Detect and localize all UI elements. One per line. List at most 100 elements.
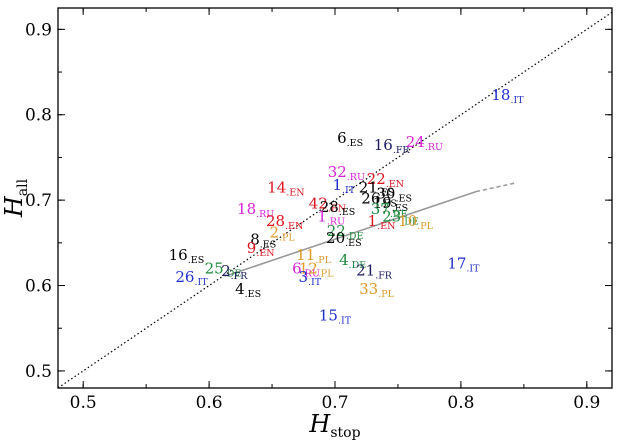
data-point-number: 6: [337, 129, 347, 147]
data-point-label: 26.ES: [361, 190, 397, 210]
data-point-language: .EN: [285, 221, 303, 232]
data-point-label: 14.EN: [267, 178, 304, 198]
data-point-language: .ES: [188, 255, 204, 266]
data-point-number: 16: [374, 136, 393, 154]
data-point-number: 18: [491, 86, 510, 104]
data-point-label: 10.PL: [398, 212, 434, 232]
data-point-language: .IT: [194, 277, 208, 288]
data-point-number: 16: [169, 246, 188, 264]
fit-line-extension: [475, 182, 516, 193]
data-point-number: 37: [371, 200, 390, 218]
data-point-label: 4.DE: [339, 251, 366, 271]
data-point-language: .RU: [327, 216, 345, 227]
data-point-language: .IT: [308, 277, 322, 288]
data-point-language: .FR: [393, 145, 411, 156]
y-tick-label: 0.9: [25, 20, 52, 40]
data-point-language: .PL: [318, 269, 334, 280]
data-point-number: 28: [320, 198, 339, 216]
y-axis-title-subscript: all: [15, 178, 31, 196]
data-point-language: .RU: [425, 142, 443, 153]
y-tick-label: 0.6: [25, 277, 52, 297]
data-point-number: 2: [269, 224, 279, 242]
data-point-number: 21: [359, 178, 378, 196]
data-point-number: 11: [296, 246, 315, 264]
data-point-label: 33.PL: [359, 280, 395, 300]
data-point-language: .IT: [338, 316, 352, 327]
fit-line: [227, 190, 477, 277]
data-point-number: 1: [332, 176, 342, 194]
data-point-number: 21: [356, 261, 375, 279]
data-point-label: 23.DE: [382, 207, 419, 227]
data-point-language: .FR: [231, 271, 249, 282]
data-point-language: .EN: [328, 204, 346, 215]
data-point-label: 22.EN: [367, 170, 404, 190]
data-point-number: 10: [398, 212, 417, 230]
data-point-label: 2.FR: [221, 262, 248, 282]
y-axis-title-main: H: [0, 195, 28, 218]
data-point-label: 15.IT: [319, 307, 352, 327]
x-tick-label: 0.8: [447, 393, 474, 413]
x-tick-label: 0.6: [196, 393, 223, 413]
data-point-language: .PL: [378, 289, 394, 300]
data-point-number: 22: [327, 222, 346, 240]
data-point-label: 11.PL: [296, 246, 332, 266]
y-tick-label: 0.8: [25, 106, 52, 126]
data-point-number: 2: [221, 262, 231, 280]
data-point-number: 8: [250, 231, 260, 249]
y-axis-title: Hall: [0, 178, 31, 218]
data-point-number: 4: [339, 251, 349, 269]
data-point-language: .EN: [377, 221, 395, 232]
data-point-number: 1: [317, 207, 327, 225]
data-point-language: .RU: [256, 209, 274, 220]
data-point-label: 30.ES: [376, 184, 412, 204]
data-point-label: 37.DE: [371, 200, 408, 220]
data-point-label: 24.RU: [406, 133, 443, 153]
data-point-label: 42.EN: [309, 195, 346, 215]
data-point-language: .ES: [395, 193, 411, 204]
data-point-label: 3.IT: [298, 268, 321, 288]
data-point-number: 3: [298, 268, 308, 286]
data-point-number: 15: [319, 307, 338, 325]
data-point-number: 18: [237, 200, 256, 218]
data-point-label: 25.DE: [205, 260, 242, 280]
data-point-language: .EN: [386, 179, 404, 190]
data-point-language: .ES: [378, 187, 394, 198]
data-point-language: .PL: [417, 221, 433, 232]
data-point-language: .IT: [510, 95, 524, 106]
data-point-label: 28.EN: [266, 212, 303, 232]
data-point-language: .DE: [224, 269, 242, 280]
data-point-label: 18.IT: [491, 86, 524, 106]
data-point-language: .DE: [349, 260, 367, 271]
data-point-label: 28.ES: [320, 198, 356, 218]
data-point-language: .PL: [315, 255, 331, 266]
data-point-language: .FR: [375, 270, 393, 281]
x-axis-title: Hstop: [308, 410, 360, 441]
data-point-label: 8.ES: [250, 231, 276, 251]
x-axis-title-main: H: [308, 410, 331, 438]
x-tick-label: 0.9: [573, 393, 600, 413]
data-point-label: 12.PL: [299, 260, 335, 280]
data-point-number: 42: [309, 195, 328, 213]
data-point-label: 16.ES: [169, 246, 205, 266]
x-axis-title-subscript: stop: [330, 425, 360, 441]
data-point-label: 6.RU: [292, 260, 320, 280]
data-point-language: .DE: [390, 209, 408, 220]
data-point-label: 18.RU: [237, 200, 274, 220]
x-tick-label: 0.7: [321, 393, 348, 413]
x-tick-label: 0.5: [70, 393, 97, 413]
data-point-label: 32.RU: [328, 163, 365, 183]
data-point-language: .ES: [260, 240, 276, 251]
data-point-language: .EN: [286, 187, 304, 198]
data-point-number: 9: [247, 239, 257, 257]
data-point-label: 19.ES: [373, 194, 409, 214]
data-point-language: .RU: [347, 172, 365, 183]
data-point-language: .ES: [345, 238, 361, 249]
data-point-label: 6.ES: [337, 129, 363, 149]
data-point-label: 26.IT: [175, 268, 208, 288]
data-point-label: 17.IT: [447, 254, 480, 274]
y-tick-label: 0.7: [25, 191, 52, 211]
data-point-language: .IT: [342, 185, 356, 196]
data-point-number: 19: [373, 194, 392, 212]
data-point-number: 20: [326, 229, 345, 247]
data-point-number: 14: [267, 178, 286, 196]
